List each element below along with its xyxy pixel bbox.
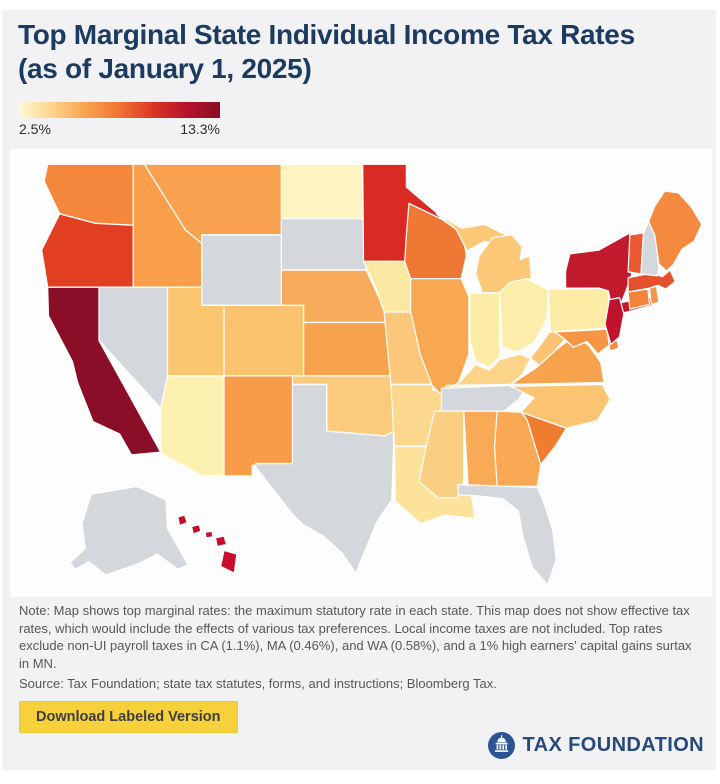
legend-max-label: 13.3% bbox=[180, 121, 220, 137]
state-TX[interactable] bbox=[255, 383, 395, 574]
note-text: Note: Map shows top marginal rates: the … bbox=[19, 603, 692, 672]
state-IN[interactable] bbox=[469, 292, 501, 368]
state-HI-big-island[interactable] bbox=[220, 549, 238, 574]
source-text: Source: Tax Foundation; state tax statut… bbox=[19, 675, 497, 691]
download-labeled-version-button[interactable]: Download Labeled Version bbox=[19, 701, 238, 733]
state-WY[interactable] bbox=[201, 234, 282, 306]
state-HI-kauai[interactable] bbox=[177, 514, 188, 527]
state-SD[interactable] bbox=[280, 217, 367, 271]
state-MS[interactable] bbox=[418, 410, 465, 499]
state-HI-maui[interactable] bbox=[214, 535, 228, 548]
legend-labels: 2.5% 13.3% bbox=[19, 121, 220, 137]
infographic-card: Top Marginal State Individual Income Tax… bbox=[2, 10, 716, 770]
state-NM[interactable] bbox=[223, 375, 294, 477]
brand-name: TAX FOUNDATION bbox=[522, 734, 704, 756]
legend-min-label: 2.5% bbox=[19, 121, 51, 137]
notes-block: Note: Map shows top marginal rates: the … bbox=[19, 602, 701, 694]
state-HI-molokai[interactable] bbox=[204, 530, 214, 539]
state-OH[interactable] bbox=[499, 277, 550, 353]
state-AZ[interactable] bbox=[160, 375, 225, 477]
state-ME[interactable] bbox=[648, 190, 703, 272]
state-NC[interactable] bbox=[510, 383, 611, 429]
page-title: Top Marginal State Individual Income Tax… bbox=[18, 19, 635, 85]
state-MI[interactable] bbox=[475, 234, 532, 294]
state-KY[interactable] bbox=[442, 353, 532, 392]
map-panel bbox=[10, 149, 712, 597]
brand-logo: TAX FOUNDATION bbox=[488, 732, 704, 759]
tax-foundation-logo-icon bbox=[488, 732, 516, 759]
state-AK[interactable] bbox=[69, 485, 189, 576]
state-WA[interactable] bbox=[43, 163, 134, 226]
state-OR[interactable] bbox=[41, 213, 134, 288]
state-NJ[interactable] bbox=[604, 297, 625, 346]
us-choropleth-map bbox=[41, 163, 703, 586]
state-PA[interactable] bbox=[547, 287, 611, 333]
state-RI[interactable] bbox=[648, 285, 660, 306]
state-CO[interactable] bbox=[223, 304, 305, 377]
state-ND[interactable] bbox=[280, 163, 366, 220]
state-HI-oahu[interactable] bbox=[190, 523, 202, 535]
color-scale-legend: 2.5% 13.3% bbox=[19, 102, 220, 137]
state-FL[interactable] bbox=[457, 483, 557, 586]
legend-gradient bbox=[19, 102, 220, 118]
state-KS[interactable] bbox=[303, 321, 396, 377]
